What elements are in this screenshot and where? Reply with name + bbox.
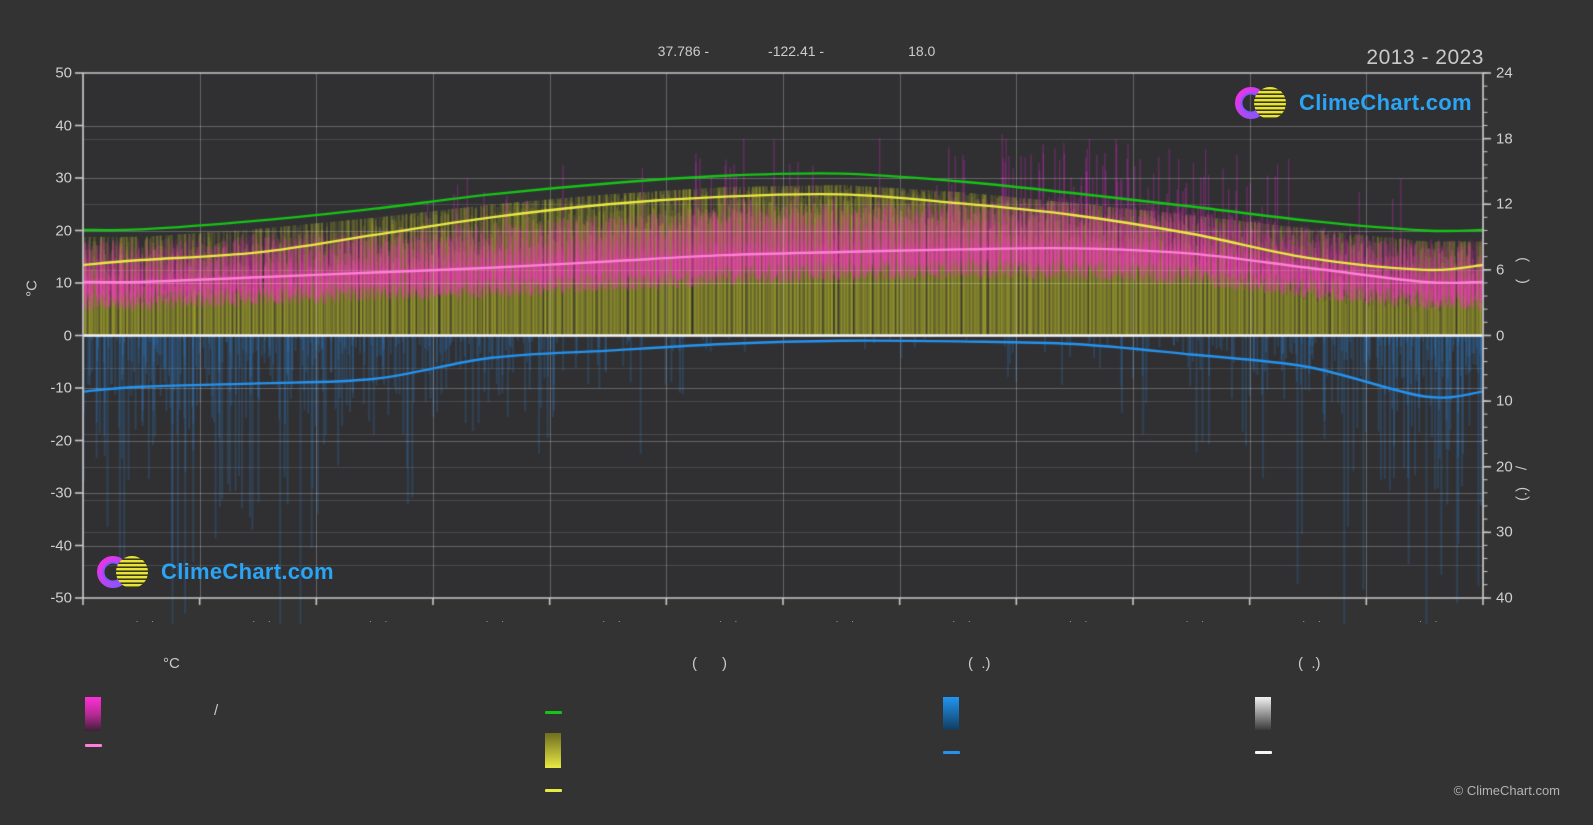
watermark-logo-bottom: ClimeChart.com [95, 552, 334, 592]
x-axis-month-tick: · · [485, 616, 510, 626]
left-axis-tick: 50 [55, 64, 72, 82]
left-axis-tick: -10 [50, 379, 72, 397]
legend-sun-header: ( ) [692, 655, 727, 672]
left-axis-tick: 0 [63, 327, 72, 344]
left-axis-tick: 40 [55, 117, 72, 134]
x-axis-month-tick: · · [252, 616, 276, 626]
legend-snow-gradient-swatch [1255, 697, 1271, 730]
legend-temperature-gradient-swatch [85, 697, 101, 731]
watermark-text: ClimeChart.com [1299, 90, 1472, 115]
legend-snow-line-swatch [1255, 751, 1272, 754]
left-axis-tick: -30 [50, 484, 72, 502]
legend-precipitation-gradient-swatch [943, 697, 959, 730]
right-axis-hours-tick: 18 [1496, 130, 1513, 148]
x-axis-month-tick: · · [1185, 616, 1210, 626]
latitude-value: 37.786 - [657, 43, 710, 59]
right-axis-hours-tick: 0 [1496, 327, 1505, 344]
copyright-text: © ClimeChart.com [1453, 783, 1560, 798]
x-axis-month-tick: · · [602, 616, 626, 626]
left-axis-tick: -40 [50, 537, 72, 554]
right-axis-mm-tick: 30 [1496, 523, 1513, 541]
watermark-text: ClimeChart.com [161, 559, 334, 584]
legend-temperature-header: °C [163, 655, 180, 672]
legend-daylight-line-swatch [545, 711, 562, 714]
x-axis-month-tick: · · [1068, 616, 1093, 626]
location-annotation: 37.786 - -122.41 - 18.0 [0, 43, 1593, 59]
legend-sunshine-gradient-swatch [545, 733, 561, 768]
right-axis-bottom-label: (.) / [1513, 466, 1531, 501]
right-axis-mm-tick: 20 [1496, 458, 1513, 476]
x-axis-month-tick: · · [368, 616, 393, 626]
right-axis-hours-tick: 6 [1496, 261, 1505, 279]
altitude-value: 18.0 [908, 43, 936, 59]
right-axis-hours-tick: 12 [1496, 195, 1513, 213]
climechart-logo-icon [97, 556, 148, 588]
x-axis-month-tick: · · [835, 616, 860, 626]
x-axis-month-tick: · · [135, 616, 160, 626]
x-axis-month-tick: · · [1418, 616, 1443, 626]
climate-plot-canvas [0, 0, 1593, 650]
legend-snow-header: ( .) [1298, 655, 1321, 672]
right-axis-mm-tick: 10 [1496, 392, 1513, 410]
watermark-logo-top: ClimeChart.com [1233, 83, 1472, 123]
left-axis-tick: 10 [55, 274, 72, 292]
x-axis-month-tick: · · [1302, 616, 1326, 626]
legend-temperature-mean-line-swatch [85, 744, 102, 747]
right-axis-top-label: ( ) [1513, 257, 1531, 284]
climechart-logo-icon [1235, 87, 1286, 119]
left-axis-tick: -20 [50, 432, 72, 449]
longitude-value: -122.41 - [768, 43, 825, 59]
left-axis-tick: -50 [50, 589, 72, 607]
legend-precipitation-line-swatch [943, 751, 960, 754]
right-axis-hours-tick: 24 [1496, 64, 1513, 82]
left-axis-tick: 30 [55, 169, 72, 187]
x-axis-month-tick: · · [952, 616, 976, 626]
x-axis-month-tick: · · [718, 616, 743, 626]
legend-precipitation-header: ( .) [968, 655, 991, 672]
legend-sunshine-line-swatch [545, 789, 562, 792]
page-title: 2013 - 2023 [1366, 46, 1484, 69]
legend-temperature-range-label: / [214, 702, 219, 719]
left-axis-tick: 20 [55, 222, 72, 239]
right-axis-mm-tick: 40 [1496, 589, 1513, 607]
